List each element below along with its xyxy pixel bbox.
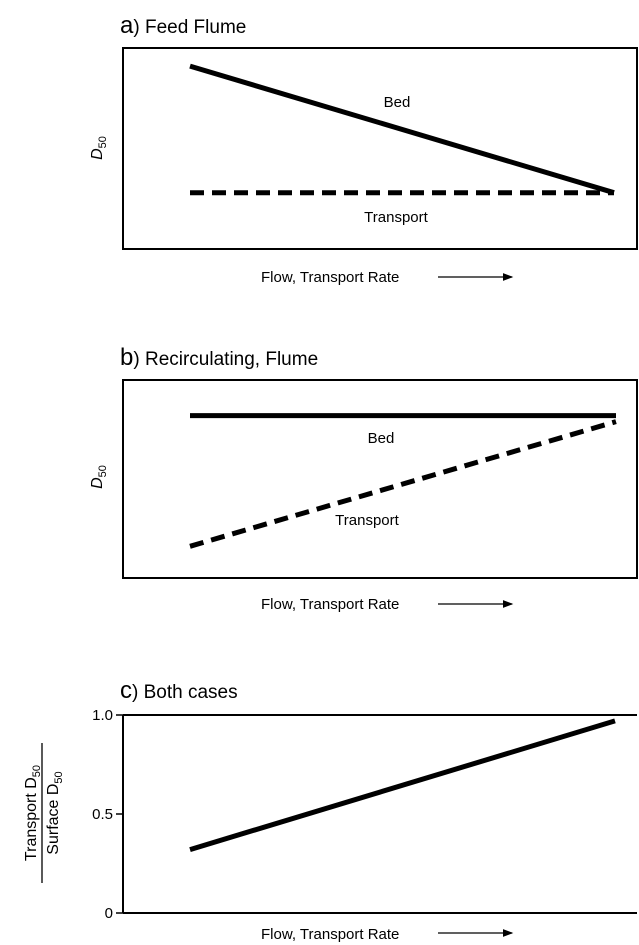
panel-a-x-axis-label: Flow, Transport Rate: [261, 269, 399, 286]
panel-b-x-axis-label: Flow, Transport Rate: [261, 596, 399, 613]
panel-b-series-label-bed: Bed: [368, 430, 395, 447]
panel-b-series: [189, 413, 617, 549]
panel-c-title: c) Both cases: [120, 677, 238, 704]
panel-c-y-tick-label: 0: [105, 905, 113, 922]
panel-b: b) Recirculating, Flume D50 Bed Transpor…: [89, 344, 638, 613]
panel-c-y-label-numerator: Transport D50: [23, 765, 43, 861]
panel-c: c) Both cases 0 0.5 1.0 Transport D50 Surf…: [23, 677, 637, 943]
panel-a-frame: [122, 47, 638, 250]
panel-c-y-tick-label: 0.5: [92, 806, 113, 823]
panel-b-series-label-transport: Transport: [335, 512, 399, 529]
panel-c-y-axis-label: Transport D50 Surface D50: [23, 743, 65, 883]
panel-c-series-0-line: [189, 718, 616, 852]
panel-a-bed-line: [189, 63, 615, 196]
panel-c-series: [189, 718, 616, 852]
panel-c-y-tick-label: 1.0: [92, 707, 113, 724]
panel-a-series-label-transport: Transport: [364, 209, 428, 226]
panel-c-y-label-denominator: Surface D50: [45, 771, 65, 854]
panel-c-x-axis-label: Flow, Transport Rate: [261, 926, 399, 943]
panel-a-series-label-bed: Bed: [384, 94, 411, 111]
panel-a-y-axis-label: D50: [89, 136, 109, 160]
panel-c-y-ticks: 0 0.5 1.0: [92, 707, 123, 922]
panel-b-transport-line: [189, 419, 617, 549]
panel-b-frame: [122, 379, 638, 579]
panel-a-title: a) Feed Flume: [120, 12, 246, 39]
panel-a-series: [189, 63, 615, 196]
panel-b-title: b) Recirculating, Flume: [120, 344, 318, 371]
panel-b-y-axis-label: D50: [89, 465, 109, 489]
panel-a: a) Feed Flume D50 Bed Transport Flow, Tr…: [89, 12, 638, 286]
